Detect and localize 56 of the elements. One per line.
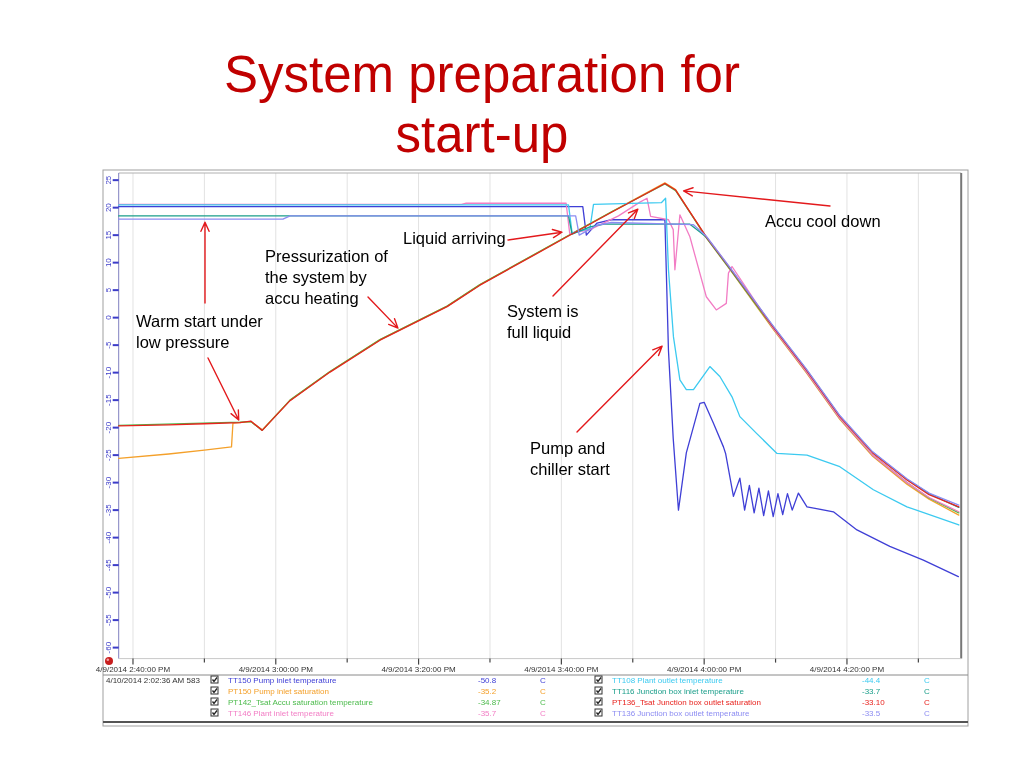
y-tick-label: 0 [103,314,113,320]
text: C [540,709,546,718]
text: PT150 Pump inlet saturation [228,687,329,696]
annotation: Pressurization of the system by accu heating [265,247,389,307]
y-tick-label: -25 [103,448,113,461]
chart-title: System preparation for start-up [224,46,740,163]
annotation: Warm start under low pressure [136,312,264,351]
x-tick-label: 4/9/2014 2:40:00 PM [95,665,171,674]
x-tick-label: 4/9/2014 3:20:00 PM [381,665,457,674]
text: TT150 Pump inlet temperature [228,676,338,685]
text: -33.7 [862,687,881,696]
y-tick-label: -40 [103,531,113,544]
text: -33.10 [862,698,886,707]
text: -50.8 [478,676,497,685]
text: TT136 Junction box outlet temperature [612,709,750,718]
annotation: System is full liquid [507,302,579,341]
y-tick-label: -20 [103,421,113,434]
text: TT108 Plant outlet temperature [612,676,724,685]
y-tick-label: -50 [103,586,113,599]
text: -35.7 [478,709,497,718]
y-tick-label: 20 [103,202,113,213]
y-tick-label: -10 [103,366,113,379]
annotation: Accu cool down [765,212,881,230]
text: TT116 Junction box inlet temperature [612,687,745,696]
text: -33.5 [862,709,881,718]
y-tick-label: -15 [103,393,113,406]
text: 4/10/2014 2:02:36 AM 583 [106,676,201,685]
y-tick-label: 25 [103,175,113,185]
y-tick-label: -35 [103,503,113,516]
x-tick-label: 4/9/2014 3:40:00 PM [524,665,599,674]
text: C [540,676,546,685]
y-tick-label: 5 [103,287,113,293]
y-tick-label: 15 [103,230,113,240]
x-tick-label: 4/9/2014 4:00:00 PM [667,665,742,674]
text: C [540,698,546,707]
text: C [924,709,930,718]
y-tick-label: -30 [103,476,113,489]
y-tick-label: -5 [103,341,113,349]
text: C [924,698,930,707]
annotation: Liquid arriving [403,229,506,247]
text: -34.87 [478,698,502,707]
y-tick-label: -45 [103,558,113,571]
y-tick-label: 10 [103,257,113,268]
text: -44.4 [862,676,881,685]
text: C [540,687,546,696]
y-tick-label: -60 [103,641,113,654]
annotation: Pump and chiller start [530,439,611,478]
text: PT142_Tsat Accu saturation temperature [228,698,374,707]
x-tick-label: 4/9/2014 3:00:00 PM [238,665,314,674]
text: C [924,676,930,685]
text: -35.2 [478,687,497,696]
text: PT136_Tsat Junction box outlet saturation [612,698,761,707]
text: TT146 Plant inlet temperature [228,709,335,718]
x-tick-label: 4/9/2014 4:20:00 PM [809,665,885,674]
y-tick-label: -55 [103,613,113,626]
text: C [924,687,930,696]
